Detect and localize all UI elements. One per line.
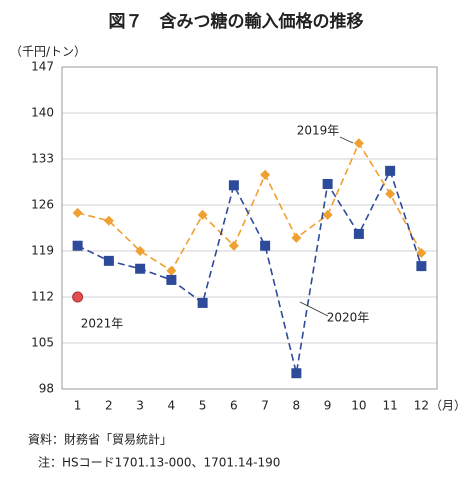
marker [291, 368, 302, 379]
marker [385, 165, 396, 176]
marker [135, 246, 146, 256]
marker [228, 180, 239, 191]
y-tick-label: 140 [31, 106, 54, 120]
note: 資料：財務省「貿易統計」 [28, 432, 172, 447]
series-line [77, 141, 423, 272]
marker [416, 261, 427, 272]
x-tick-label: 4 [168, 399, 176, 413]
series-label: 2020年 [327, 311, 370, 325]
marker [322, 178, 333, 189]
marker [228, 240, 239, 251]
marker [197, 297, 208, 308]
marker [353, 228, 364, 239]
x-tick-label: 6 [230, 399, 238, 413]
marker [260, 240, 271, 251]
marker [322, 209, 333, 220]
x-tick-label: 11 [382, 399, 397, 413]
marker [103, 255, 114, 266]
y-tick-label: 147 [31, 60, 54, 74]
marker [72, 207, 83, 218]
y-tick-label: 105 [31, 336, 54, 350]
marker [72, 240, 83, 251]
marker [353, 138, 364, 149]
y-tick-label: 119 [31, 244, 54, 258]
series-label: 2021年 [81, 317, 124, 331]
chart-title: 図７ 含みつ糖の輸入価格の推移 [109, 11, 364, 32]
marker [103, 215, 114, 226]
marker [166, 265, 177, 276]
x-tick-label: 8 [293, 399, 301, 413]
x-tick-label: 7 [261, 399, 269, 413]
y-tick-label: 112 [31, 290, 54, 304]
marker [166, 274, 177, 285]
marker [385, 188, 396, 199]
marker [135, 263, 146, 274]
y-tick-label: 126 [31, 198, 54, 212]
y-tick-label: 98 [39, 382, 54, 396]
x-tick-label: 2 [105, 399, 113, 413]
marker [416, 247, 427, 258]
x-tick-label: 10 [351, 399, 366, 413]
x-axis-label: （月） [430, 399, 466, 413]
series-label: 2019年 [297, 124, 340, 138]
leader-line [299, 301, 329, 317]
marker [197, 209, 208, 220]
marker [291, 232, 302, 243]
x-tick-label: 5 [199, 399, 207, 413]
series-line [77, 168, 423, 374]
x-tick-label: 12 [414, 399, 429, 413]
leader-line [339, 136, 354, 144]
marker [260, 169, 271, 180]
marker [72, 291, 84, 303]
x-tick-label: 3 [136, 399, 144, 413]
y-axis-label: （千円/トン） [10, 45, 86, 59]
x-tick-label: 9 [324, 399, 332, 413]
y-tick-label: 133 [31, 152, 54, 166]
x-tick-label: 1 [74, 399, 82, 413]
note: 注：HSコード1701.13-000、1701.14-190 [38, 455, 280, 470]
plot-border [61, 66, 438, 390]
